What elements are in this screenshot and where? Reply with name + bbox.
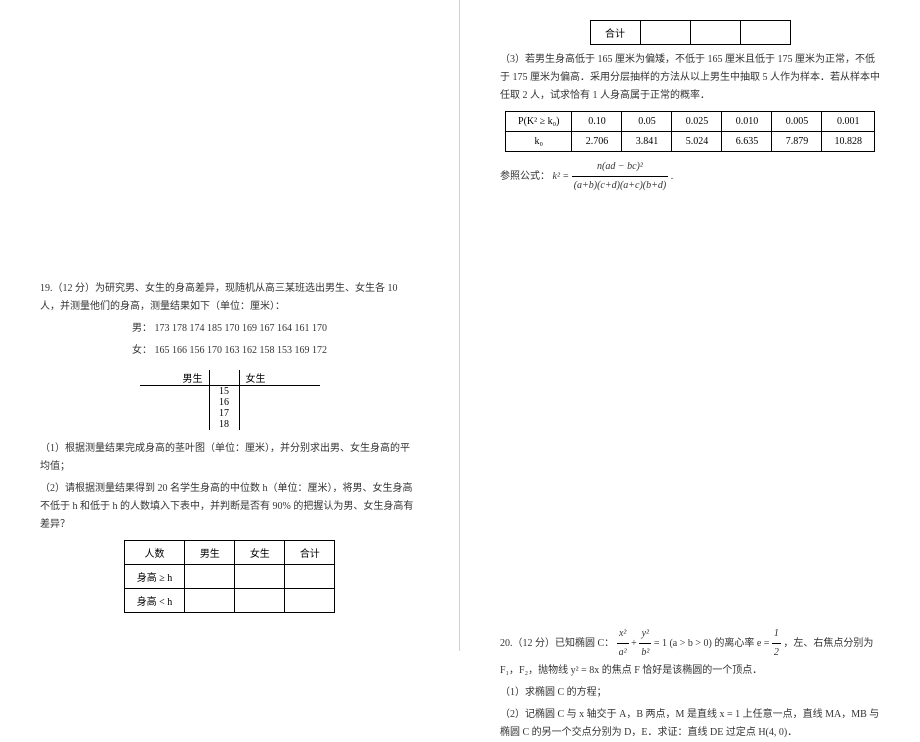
male-data: 173 178 174 185 170 169 167 164 161 170 bbox=[155, 323, 328, 334]
q20-frac1: x² a² bbox=[617, 625, 629, 662]
kt-r0: k₀ bbox=[506, 132, 572, 152]
right-page: 合计 （3）若男生身高低于 165 厘米为偏矮，不低于 165 厘米且低于 17… bbox=[460, 0, 920, 651]
kt-h3: 0.025 bbox=[672, 112, 722, 132]
stem-16: 16 bbox=[210, 397, 240, 408]
q19-part2: （2）请根据测量结果得到 20 名学生身高的中位数 h（单位：厘米），将男、女生… bbox=[40, 480, 419, 534]
th-total: 合计 bbox=[285, 541, 335, 565]
kt-h2: 0.05 bbox=[622, 112, 672, 132]
formula-frac: n(ad − bc)² (a+b)(c+d)(a+c)(b+d) bbox=[572, 158, 669, 195]
row-total: 合计 bbox=[590, 21, 640, 45]
kt-h4: 0.010 bbox=[722, 112, 772, 132]
q20-frac3: 1 2 bbox=[772, 625, 781, 662]
left-page: 19.（12 分）为研究男、女生的身高差异，现随机从高三某班选出男生、女生各 1… bbox=[0, 0, 460, 651]
male-row: 男： 173 178 174 185 170 169 167 164 161 1… bbox=[40, 320, 419, 338]
q20-part1: （1）求椭圆 C 的方程； bbox=[500, 684, 880, 702]
q19-part1: （1）根据测量结果完成身高的茎叶图（单位：厘米），并分别求出男、女生身高的平均值… bbox=[40, 440, 419, 476]
contingency-table: 人数 男生 女生 合计 身高 ≥ h 身高 < h bbox=[124, 540, 336, 613]
stemleaf-header-male: 男生 bbox=[140, 370, 210, 385]
kt-h5: 0.005 bbox=[772, 112, 822, 132]
q20-a: 20.（12 分）已知椭圆 C： bbox=[500, 638, 614, 649]
chi-square-formula: 参照公式： k² = n(ad − bc)² (a+b)(c+d)(a+c)(b… bbox=[500, 158, 880, 195]
row-lt-h: 身高 < h bbox=[124, 589, 185, 613]
q19-stem: 19.（12 分）为研究男、女生的身高差异，现随机从高三某班选出男生、女生各 1… bbox=[40, 280, 419, 316]
stem-17: 17 bbox=[210, 408, 240, 419]
female-row: 女： 165 166 156 170 163 162 158 153 169 1… bbox=[40, 342, 419, 360]
row-ge-h: 身高 ≥ h bbox=[124, 565, 185, 589]
q20-b: = 1 (a > b > 0) 的离心率 e = bbox=[654, 638, 772, 649]
q20-part2: （2）记椭圆 C 与 x 轴交于 A，B 两点，M 是直线 x = 1 上任意一… bbox=[500, 706, 880, 742]
chi-square-table: P(K² ≥ k₀) 0.10 0.05 0.025 0.010 0.005 0… bbox=[505, 111, 875, 152]
th-count: 人数 bbox=[124, 541, 185, 565]
th-male: 男生 bbox=[185, 541, 235, 565]
question-20: 20.（12 分）已知椭圆 C： x² a² + y² b² = 1 (a > … bbox=[500, 625, 880, 742]
th-female: 女生 bbox=[235, 541, 285, 565]
female-data: 165 166 156 170 163 162 158 153 169 172 bbox=[155, 345, 328, 356]
kt-r3: 5.024 bbox=[672, 132, 722, 152]
kt-h1: 0.10 bbox=[572, 112, 622, 132]
stem-18: 18 bbox=[210, 419, 240, 430]
kt-r1: 2.706 bbox=[572, 132, 622, 152]
kt-h0: P(K² ≥ k₀) bbox=[506, 112, 572, 132]
male-label: 男： bbox=[132, 323, 152, 334]
q20-frac2: y² b² bbox=[639, 625, 651, 662]
kt-r6: 10.828 bbox=[822, 132, 875, 152]
q20-stem: 20.（12 分）已知椭圆 C： x² a² + y² b² = 1 (a > … bbox=[500, 625, 880, 680]
kt-h6: 0.001 bbox=[822, 112, 875, 132]
stem-leaf-plot: 男生 女生 15 16 17 18 bbox=[140, 370, 320, 430]
kt-r4: 6.635 bbox=[722, 132, 772, 152]
formula-den: (a+b)(c+d)(a+c)(b+d) bbox=[572, 177, 669, 195]
q20-plus: + bbox=[631, 638, 639, 649]
formula-num: n(ad − bc)² bbox=[572, 158, 669, 177]
formula-label: 参照公式： bbox=[500, 171, 550, 182]
female-label: 女： bbox=[132, 345, 152, 356]
stemleaf-header-female: 女生 bbox=[240, 370, 310, 385]
formula-lhs: k² = bbox=[553, 171, 572, 182]
stem-15: 15 bbox=[210, 386, 240, 397]
kt-r2: 3.841 bbox=[622, 132, 672, 152]
contingency-table-cont: 合计 bbox=[590, 20, 791, 45]
q19-part3: （3）若男生身高低于 165 厘米为偏矮，不低于 165 厘米且低于 175 厘… bbox=[500, 51, 880, 105]
question-19: 19.（12 分）为研究男、女生的身高差异，现随机从高三某班选出男生、女生各 1… bbox=[40, 280, 419, 613]
kt-r5: 7.879 bbox=[772, 132, 822, 152]
